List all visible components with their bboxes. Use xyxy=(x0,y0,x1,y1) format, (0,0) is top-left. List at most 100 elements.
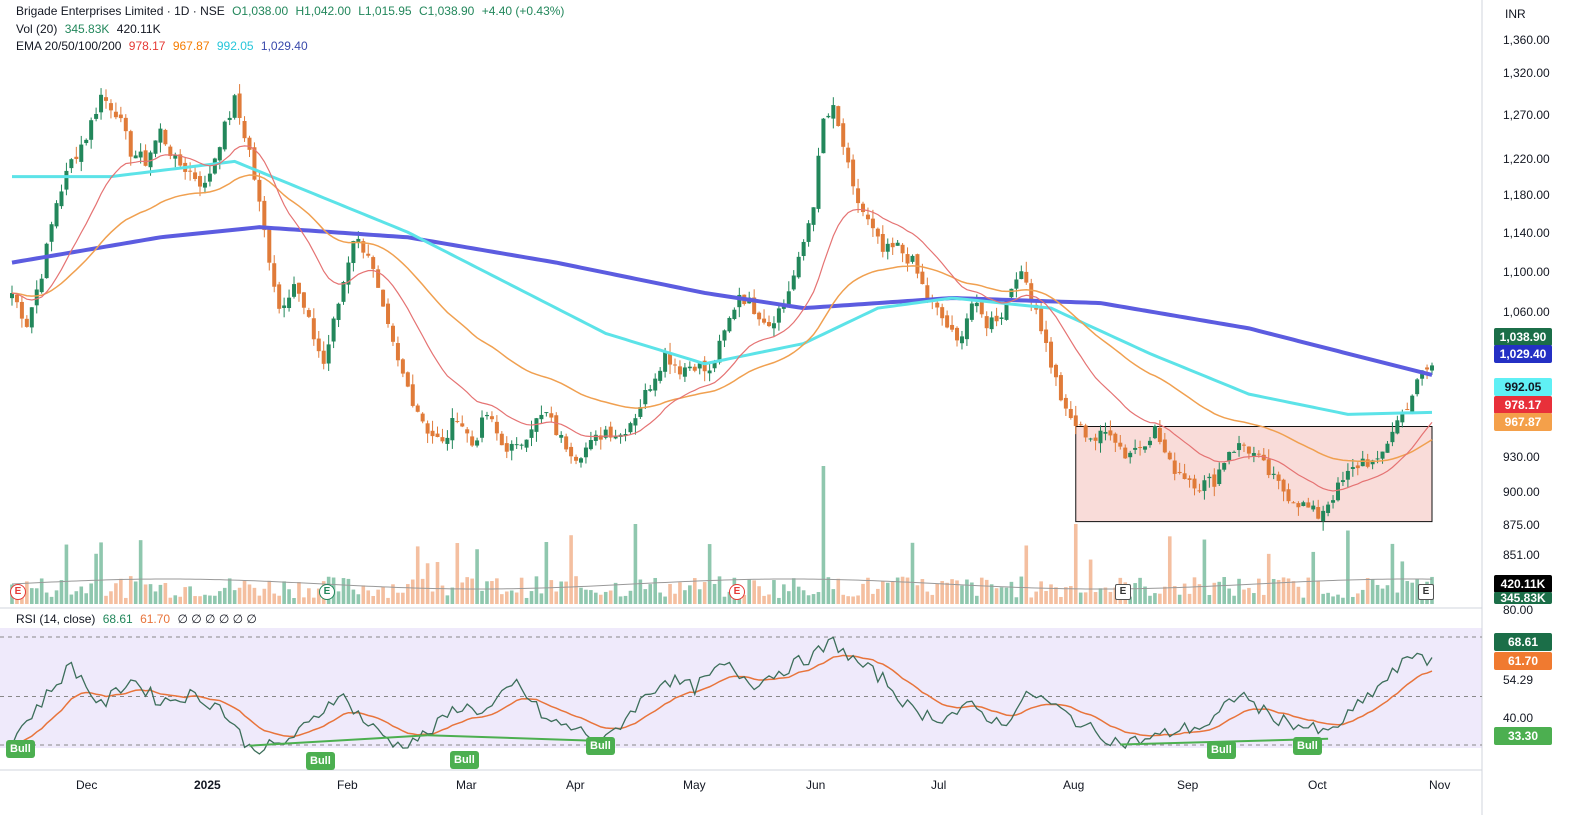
earnings-event-icon[interactable]: E xyxy=(1418,584,1434,600)
volume-bar xyxy=(965,579,969,604)
volume-bar xyxy=(554,591,559,604)
volume-bar xyxy=(435,562,440,604)
candle-body xyxy=(856,188,861,204)
candle-body xyxy=(420,413,425,422)
candle-body xyxy=(435,433,440,438)
bull-signal-marker[interactable]: Bull xyxy=(586,737,615,755)
volume-bar xyxy=(1385,585,1390,604)
candle-body xyxy=(316,338,321,352)
candle-body xyxy=(816,155,821,209)
volume-bar xyxy=(1014,597,1019,604)
volume-bar xyxy=(752,580,756,604)
candle-body xyxy=(732,309,737,320)
candle-body xyxy=(153,140,158,154)
candle-body xyxy=(668,352,673,365)
candle-body xyxy=(1063,397,1068,409)
volume-bar xyxy=(1039,581,1043,604)
volume-bar xyxy=(1360,589,1365,604)
volume-bar xyxy=(742,595,747,604)
volume-bar xyxy=(1093,592,1098,604)
volume-bar xyxy=(786,591,791,604)
candle-body xyxy=(430,430,435,437)
candle-body xyxy=(386,303,391,324)
candle-body xyxy=(687,366,692,369)
volume-bar xyxy=(1301,597,1306,604)
candle-body xyxy=(1128,452,1133,458)
x-axis-label: 2025 xyxy=(194,778,221,792)
ema-label: EMA 20/50/100/200 xyxy=(16,39,122,53)
candle-body xyxy=(59,191,64,207)
volume-bar xyxy=(821,466,826,604)
x-axis-label: Mar xyxy=(456,778,477,792)
volume-bar xyxy=(114,583,118,604)
volume-bar xyxy=(450,587,455,604)
candle-body xyxy=(1044,329,1049,343)
volume-bar xyxy=(1128,596,1132,604)
candle-body xyxy=(1251,453,1256,456)
volume-bar xyxy=(999,587,1004,604)
volume-bar xyxy=(994,588,999,604)
rsi-value-tag: 68.61 xyxy=(1494,633,1552,651)
earnings-event-icon[interactable]: E xyxy=(1115,584,1131,600)
candle-body xyxy=(984,316,989,329)
rsi-band-background xyxy=(0,628,1482,748)
candle-body xyxy=(935,302,940,308)
candle-body xyxy=(915,254,920,274)
candle-body xyxy=(356,238,361,243)
candle-body xyxy=(880,233,885,252)
candle-body xyxy=(1316,507,1321,519)
candle-body xyxy=(410,384,415,406)
candle-body xyxy=(1326,504,1331,513)
earnings-event-icon[interactable]: E xyxy=(10,584,26,600)
ema50-line xyxy=(11,174,1433,463)
volume-bar xyxy=(64,544,69,604)
candle-body xyxy=(415,405,420,412)
bull-signal-marker[interactable]: Bull xyxy=(450,751,479,769)
candle-body xyxy=(1192,478,1197,489)
candle-body xyxy=(1058,375,1063,401)
volume-bar xyxy=(816,592,821,604)
rsi-axis-label: 54.29 xyxy=(1503,673,1534,687)
candle-body xyxy=(1039,308,1044,332)
ema20-value: 978.17 xyxy=(128,39,166,53)
candle-body xyxy=(1197,490,1202,492)
volume-bar xyxy=(836,578,841,604)
volume-bar xyxy=(425,563,430,604)
candle-body xyxy=(1202,480,1207,491)
volume-bar xyxy=(777,597,781,604)
candle-body xyxy=(1345,470,1350,480)
volume-bar xyxy=(950,579,954,604)
candle-body xyxy=(381,289,386,307)
candle-body xyxy=(1420,370,1425,379)
volume-bar xyxy=(1415,578,1419,604)
x-axis-label: Nov xyxy=(1429,778,1451,792)
currency-label: INR xyxy=(1505,7,1526,21)
candle-body xyxy=(1113,433,1118,443)
candle-body xyxy=(94,113,99,119)
bull-signal-marker[interactable]: Bull xyxy=(1293,737,1322,755)
candle-body xyxy=(89,120,94,140)
volume-bar xyxy=(292,597,296,604)
bull-signal-marker[interactable]: Bull xyxy=(1207,741,1236,759)
volume-bar xyxy=(232,590,237,604)
earnings-event-icon[interactable]: E xyxy=(729,584,745,600)
candle-body xyxy=(29,307,34,328)
bull-signal-marker[interactable]: Bull xyxy=(6,740,35,758)
volume-bar xyxy=(99,542,103,604)
volume-ma-line xyxy=(11,578,1433,590)
volume-bar xyxy=(282,581,286,604)
volume-bar xyxy=(143,584,148,604)
candle-body xyxy=(524,439,529,448)
candle-body xyxy=(598,435,603,440)
price-axis-label: 1,100.00 xyxy=(1503,265,1550,279)
volume-bar xyxy=(851,596,855,604)
bull-signal-marker[interactable]: Bull xyxy=(306,752,335,770)
earnings-event-icon[interactable]: E xyxy=(319,584,335,600)
candle-body xyxy=(1335,482,1340,501)
volume-bar xyxy=(198,596,202,604)
volume-bar xyxy=(881,581,885,604)
candle-body xyxy=(578,458,583,463)
volume-bar xyxy=(460,582,465,604)
candle-body xyxy=(677,366,682,375)
